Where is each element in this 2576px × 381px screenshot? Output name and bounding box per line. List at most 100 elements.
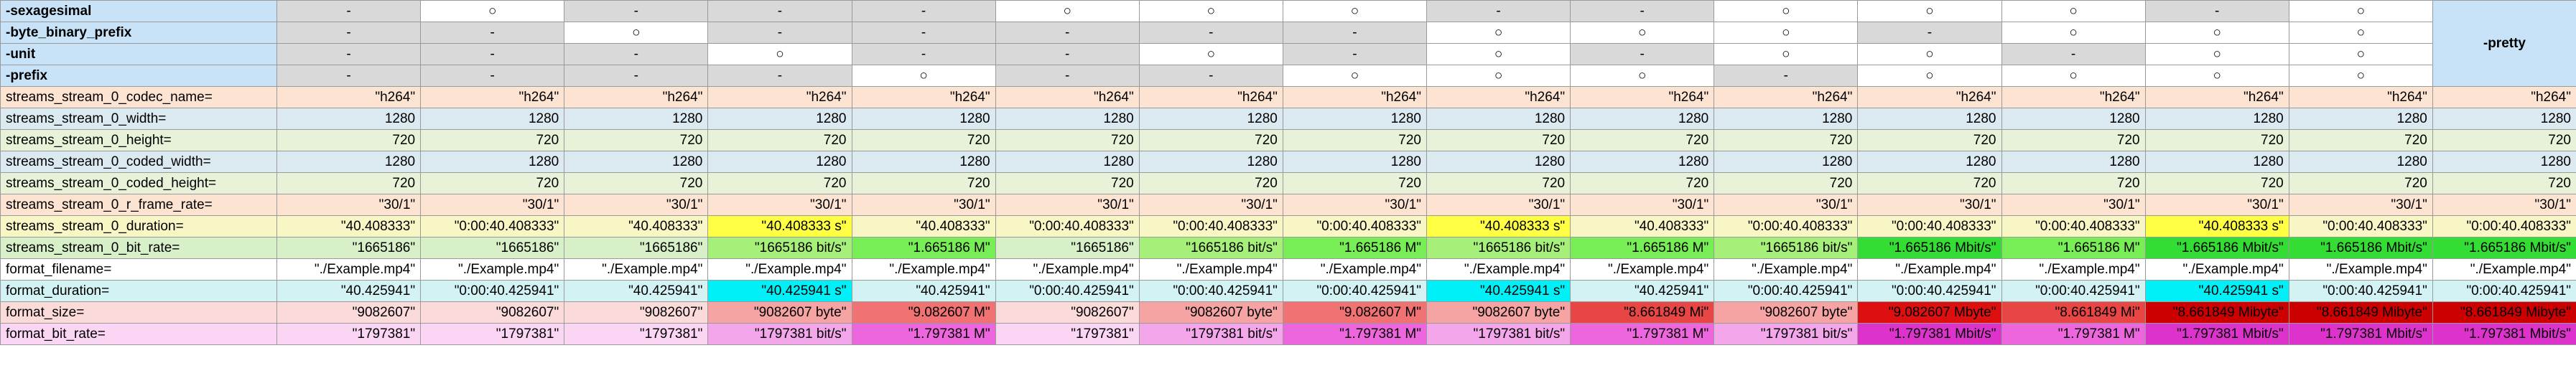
field-name: streams_stream_0_r_frame_rate=: [0, 194, 277, 216]
option-flag-cell: -: [995, 65, 1140, 87]
field-value-cell: 1280: [564, 151, 709, 173]
field-value-cell: "./Example.mp4": [1714, 258, 1859, 281]
field-value-cell: "9.082607 Mbyte": [1857, 301, 2002, 324]
field-value-cell: "9082607": [995, 301, 1140, 324]
option-flag-cell: ○: [1426, 65, 1571, 87]
field-value-cell: "1.797381 M": [851, 323, 996, 345]
field-value-cell: 1280: [1714, 108, 1859, 130]
option-label: -prefix: [0, 65, 277, 87]
field-value-cell: "./Example.mp4": [2288, 258, 2433, 281]
field-value-cell: 720: [564, 129, 709, 151]
field-value-cell: 1280: [2144, 151, 2289, 173]
field-value-cell: 720: [995, 129, 1140, 151]
field-value-cell: "30/1": [1138, 194, 1283, 216]
ffprobe-options-table: -sexagesimal - ○ - - - ○ ○ ○ - - ○ ○ ○ - ○ -pretty -byte_…: [0, 0, 2576, 345]
field-name: format_filename=: [0, 258, 277, 281]
field-name: format_size=: [0, 301, 277, 324]
field-value-cell: 1280: [1714, 151, 1859, 173]
option-flag-cell: ○: [707, 43, 852, 65]
field-row: streams_stream_0_r_frame_rate= "30/1" "30/…: [0, 194, 2576, 216]
option-label: -unit: [0, 43, 277, 65]
field-value-cell: "0:00:40.408333": [1857, 215, 2002, 237]
field-value-cell: "30/1": [2001, 194, 2146, 216]
option-flag-cell: -: [1714, 65, 1859, 87]
field-row: format_filename= "./Example.mp4" "./Exampl…: [0, 258, 2576, 281]
option-flag-cell: ○: [1282, 0, 1428, 22]
field-value-cell: 1280: [1857, 108, 2002, 130]
field-value-cell: 720: [1426, 129, 1571, 151]
field-value-cell: "1797381": [276, 323, 422, 345]
field-value-cell: "0:00:40.425941": [1138, 280, 1283, 302]
option-flag-cell: ○: [1714, 22, 1859, 44]
field-value-cell: "1.797381 Mbit/s": [2144, 323, 2289, 345]
field-row: streams_stream_0_duration= "40.408333" "0:…: [0, 215, 2576, 237]
field-value-cell: "30/1": [564, 194, 709, 216]
field-value-cell: "1665186": [564, 237, 709, 259]
option-flag-cell: -: [2001, 43, 2146, 65]
field-value-cell: "1797381": [564, 323, 709, 345]
field-value-cell: "1797381 bit/s": [1714, 323, 1859, 345]
option-flag-cell: -: [420, 43, 565, 65]
option-flag-cell: -: [564, 43, 709, 65]
field-value-cell: 1280: [420, 108, 565, 130]
option-flag-cell: ○: [1138, 0, 1283, 22]
option-flag-cell: ○: [1857, 0, 2002, 22]
field-value-cell: "0:00:40.408333": [2288, 215, 2433, 237]
field-value-cell: "./Example.mp4": [2144, 258, 2289, 281]
field-value-cell: "9082607 byte": [1714, 301, 1859, 324]
field-value-cell: "40.425941": [276, 280, 422, 302]
option-flag-cell: -: [276, 0, 422, 22]
field-value-cell: "40.425941 s": [2144, 280, 2289, 302]
field-value-cell: "0:00:40.425941": [2001, 280, 2146, 302]
option-flag-cell: -: [1138, 22, 1283, 44]
field-value-cell: 720: [2144, 172, 2289, 194]
option-flag-cell: ○: [2288, 65, 2433, 87]
table-body: -sexagesimal - ○ - - - ○ ○ ○ - - ○ ○ ○ - ○ -pretty -byte_…: [0, 0, 2576, 345]
field-value-cell: 720: [420, 129, 565, 151]
option-flag-cell: ○: [2288, 43, 2433, 65]
field-value-cell: "30/1": [2432, 194, 2576, 216]
field-value-cell: "0:00:40.425941": [2432, 280, 2576, 302]
option-flag-cell: -: [2144, 0, 2289, 22]
field-value-cell: "0:00:40.425941": [2288, 280, 2433, 302]
field-value-cell: "30/1": [1426, 194, 1571, 216]
field-value-cell: "40.425941": [851, 280, 996, 302]
field-value-cell: "1.665186 M": [851, 237, 996, 259]
field-value-cell: "h264": [1857, 86, 2002, 108]
field-value-cell: "0:00:40.425941": [1282, 280, 1428, 302]
field-value-cell: "40.425941 s": [1426, 280, 1571, 302]
field-value-cell: "h264": [1426, 86, 1571, 108]
option-flag-cell: -: [564, 0, 709, 22]
field-name: streams_stream_0_codec_name=: [0, 86, 277, 108]
field-name: format_bit_rate=: [0, 323, 277, 345]
option-flag-cell: ○: [2144, 22, 2289, 44]
field-value-cell: "1.797381 Mbit/s": [1857, 323, 2002, 345]
field-row: streams_stream_0_bit_rate= "1665186" "1665…: [0, 237, 2576, 259]
field-value-cell: 720: [2432, 129, 2576, 151]
option-flag-cell: -: [707, 65, 852, 87]
field-value-cell: "9082607": [564, 301, 709, 324]
field-value-cell: 1280: [276, 108, 422, 130]
field-row: format_size= "9082607" "9082607" "9082607" "…: [0, 301, 2576, 324]
field-value-cell: "40.408333 s": [1426, 215, 1571, 237]
option-flag-cell: ○: [2144, 43, 2289, 65]
field-value-cell: 1280: [995, 108, 1140, 130]
field-value-cell: 720: [1714, 129, 1859, 151]
field-value-cell: 720: [2288, 172, 2433, 194]
field-value-cell: 720: [1857, 129, 2002, 151]
field-value-cell: 1280: [2288, 151, 2433, 173]
option-flag-cell: -: [276, 65, 422, 87]
field-value-cell: "0:00:40.425941": [1857, 280, 2002, 302]
field-value-cell: "9082607": [276, 301, 422, 324]
field-name: format_duration=: [0, 280, 277, 302]
field-value-cell: "1.665186 Mbit/s": [2144, 237, 2289, 259]
field-value-cell: 720: [1282, 172, 1428, 194]
field-value-cell: 720: [707, 172, 852, 194]
option-flag-cell: ○: [1426, 22, 1571, 44]
field-value-cell: 1280: [2432, 108, 2576, 130]
field-value-cell: 1280: [995, 151, 1140, 173]
field-value-cell: 1280: [707, 108, 852, 130]
field-value-cell: "./Example.mp4": [420, 258, 565, 281]
field-value-cell: 720: [851, 172, 996, 194]
field-value-cell: "8.661849 Mibyte": [2144, 301, 2289, 324]
